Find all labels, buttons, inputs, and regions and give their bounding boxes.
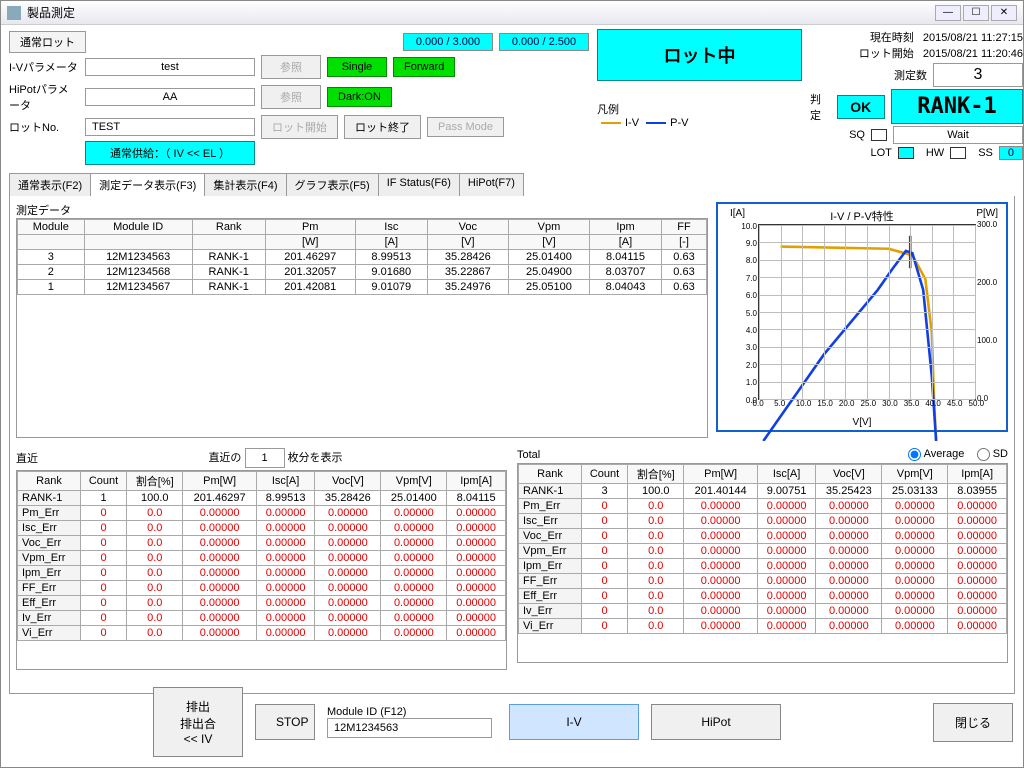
tab-hipot[interactable]: HiPot(F7) (459, 173, 524, 196)
hw-indicator (950, 147, 966, 159)
lotno-label: ロットNo. (9, 119, 79, 135)
iv-param-label: I-Vパラメータ (9, 59, 79, 75)
passmode-button[interactable]: Pass Mode (427, 117, 504, 137)
total-table[interactable]: RankCount割合[%]Pm[W]Isc[A]Voc[V]Vpm[V]Ipm… (518, 464, 1007, 634)
close-button[interactable]: ✕ (991, 5, 1017, 21)
judge-label: 判定 (810, 91, 831, 123)
ratio2: 0.000 / 2.500 (499, 33, 589, 51)
wait-field: Wait (893, 126, 1023, 144)
close-app-button[interactable]: 閉じる (933, 703, 1013, 742)
sq-label: SQ (849, 129, 865, 141)
tab-ifstatus[interactable]: IF Status(F6) (378, 173, 460, 196)
hipot-param-label: HiPotパラメータ (9, 81, 79, 113)
supply-mode: 通常供給：（ IV << EL ） (85, 141, 255, 165)
sq-indicator (871, 129, 887, 141)
eject-button[interactable]: 排出 排出合<< IV (153, 687, 243, 757)
single-button[interactable]: Single (327, 57, 387, 77)
measdata-table[interactable]: ModuleModule IDRankPmIscVocVpmIpmFF[W][A… (17, 219, 707, 295)
forward-button[interactable]: Forward (393, 57, 455, 77)
maximize-button[interactable]: ☐ (963, 5, 989, 21)
ref2-button[interactable]: 参照 (261, 85, 321, 109)
module-id-input[interactable] (327, 718, 492, 738)
meascount-value: 3 (933, 63, 1023, 87)
hipot-button[interactable]: HiPot (651, 704, 781, 740)
lot-indicator (898, 147, 914, 159)
ratio1: 0.000 / 3.000 (403, 33, 493, 51)
measdata-title: 測定データ (16, 202, 708, 218)
iv-pv-chart: I[A] I-V / P-V特性 P[W] 0.01.02.03.04.05.0… (716, 202, 1008, 432)
legend-pv-line (646, 122, 666, 124)
legend-area: 凡例 I-V P-V (597, 101, 802, 129)
tab-measdata[interactable]: 測定データ表示(F3) (90, 173, 205, 196)
minimize-button[interactable]: — (935, 5, 961, 21)
legend-iv-line (601, 122, 621, 124)
ref1-button[interactable]: 参照 (261, 55, 321, 79)
iv-param-value: test (85, 58, 255, 76)
lotstart-label: ロット開始 (859, 48, 914, 60)
ss-value: 0 (999, 146, 1023, 160)
nowtime-label: 現在時刻 (870, 32, 914, 44)
window-title: 製品測定 (27, 4, 935, 21)
tab-summary[interactable]: 集計表示(F4) (204, 173, 286, 196)
judge-value: OK (837, 95, 885, 119)
iv-button[interactable]: I-V (509, 704, 639, 740)
lotstart-value: 2015/08/21 11:20:46 (923, 48, 1023, 60)
average-radio[interactable]: Average (908, 448, 964, 460)
tab-graph[interactable]: グラフ表示(F5) (286, 173, 379, 196)
nowtime-value: 2015/08/21 11:27:15 (923, 32, 1023, 44)
lotno-value: TEST (85, 118, 255, 136)
meascount-label: 測定数 (894, 67, 927, 83)
legend-label: 凡例 (597, 104, 619, 116)
lot-start-button[interactable]: ロット開始 (261, 115, 338, 139)
recent-table[interactable]: RankCount割合[%]Pm[W]Isc[A]Voc[V]Vpm[V]Ipm… (17, 471, 506, 641)
sd-radio[interactable]: SD (977, 448, 1008, 460)
app-icon (7, 6, 21, 20)
stop-button[interactable]: STOP (255, 704, 315, 740)
recent-n-input[interactable] (245, 448, 285, 468)
darkon-button[interactable]: Dark:ON (327, 87, 392, 107)
tab-normal[interactable]: 通常表示(F2) (9, 173, 91, 196)
normal-lot-button[interactable]: 通常ロット (9, 31, 86, 53)
rank-value: RANK-1 (891, 89, 1023, 124)
titlebar: 製品測定 — ☐ ✕ (1, 1, 1023, 25)
tab-bar: 通常表示(F2) 測定データ表示(F3) 集計表示(F4) グラフ表示(F5) … (9, 173, 1015, 196)
lot-status: ロット中 (597, 29, 802, 81)
lot-end-button[interactable]: ロット終了 (344, 115, 421, 139)
hipot-param-value: AA (85, 88, 255, 106)
module-id-label: Module ID (F12) (327, 706, 497, 718)
total-title: Total (517, 449, 540, 461)
recent-title: 直近 (16, 450, 38, 466)
